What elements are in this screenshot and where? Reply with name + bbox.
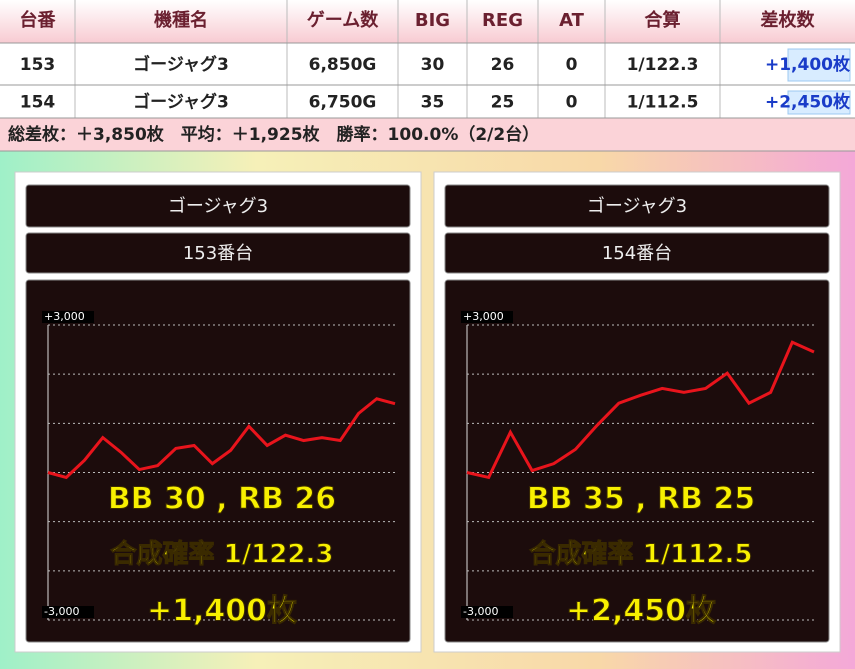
chart-title: ゴージャグ3 bbox=[168, 196, 268, 217]
table-header: 機種名 bbox=[154, 9, 208, 31]
table-cell: 0 bbox=[566, 55, 578, 75]
table-cell: 0 bbox=[566, 93, 578, 113]
title-box bbox=[444, 184, 830, 228]
annotation: +1,400枚 bbox=[147, 594, 297, 629]
table-cell: 25 bbox=[491, 93, 515, 113]
tick-label-bg bbox=[42, 311, 94, 323]
chart-subtitle: 154番台 bbox=[602, 243, 672, 264]
table-cell: 26 bbox=[491, 55, 515, 75]
summary: 総差枚：＋3,850枚 平均：＋1,925枚 勝率：100.0%（2/2台） bbox=[8, 124, 539, 145]
table-cell: +1,400枚 bbox=[765, 54, 851, 75]
data-line bbox=[47, 397, 396, 480]
tick-label-bg bbox=[461, 606, 513, 618]
tick-label-bg bbox=[42, 606, 94, 618]
title-box bbox=[25, 184, 411, 228]
table-header: BIG bbox=[415, 10, 450, 31]
table-header: 合算 bbox=[645, 9, 681, 31]
annotation: BB 30 , RB 26 bbox=[108, 482, 336, 517]
annotation: 合成確率 1/122.3 bbox=[111, 539, 334, 570]
table-cell: 154 bbox=[20, 93, 56, 113]
table-header: AT bbox=[559, 10, 585, 31]
table-cell: 1/122.3 bbox=[627, 55, 699, 75]
y-tick-label: +3,000 bbox=[463, 310, 504, 323]
table-cell: ゴージャグ3 bbox=[133, 54, 229, 75]
table-header: REG bbox=[482, 10, 523, 31]
subtitle-box bbox=[25, 232, 411, 274]
chart-subtitle: 153番台 bbox=[183, 243, 253, 264]
table-cell: 6,750G bbox=[309, 93, 377, 113]
table-cell: +2,450枚 bbox=[765, 92, 851, 113]
y-tick-label: -3,000 bbox=[463, 605, 498, 618]
annotation: +2,450枚 bbox=[566, 594, 716, 629]
subtitle-box bbox=[444, 232, 830, 274]
table-header: 差枚数 bbox=[761, 9, 816, 31]
annotation: 合成確率 1/112.5 bbox=[530, 539, 753, 570]
table-header-bg bbox=[0, 0, 855, 43]
table-cell: 35 bbox=[421, 93, 445, 113]
plot-box bbox=[444, 279, 830, 643]
chart-title: ゴージャグ3 bbox=[587, 196, 687, 217]
value-highlight bbox=[787, 48, 851, 82]
table-cell: 30 bbox=[421, 55, 445, 75]
y-tick-label: +3,000 bbox=[44, 310, 85, 323]
annotation: BB 35 , RB 25 bbox=[527, 482, 755, 517]
table-header: 台番 bbox=[20, 9, 57, 31]
table-cell: 6,850G bbox=[309, 55, 377, 75]
tick-label-bg bbox=[461, 311, 513, 323]
table-body-bg bbox=[0, 43, 855, 118]
table-cell: 1/112.5 bbox=[627, 93, 699, 113]
table-cell: ゴージャグ3 bbox=[133, 92, 229, 113]
y-tick-label: -3,000 bbox=[44, 605, 79, 618]
table-cell: 153 bbox=[20, 55, 56, 75]
value-highlight bbox=[787, 90, 851, 115]
summary-bg bbox=[0, 118, 855, 151]
data-line bbox=[466, 340, 815, 480]
table-header: ゲーム数 bbox=[307, 9, 379, 31]
